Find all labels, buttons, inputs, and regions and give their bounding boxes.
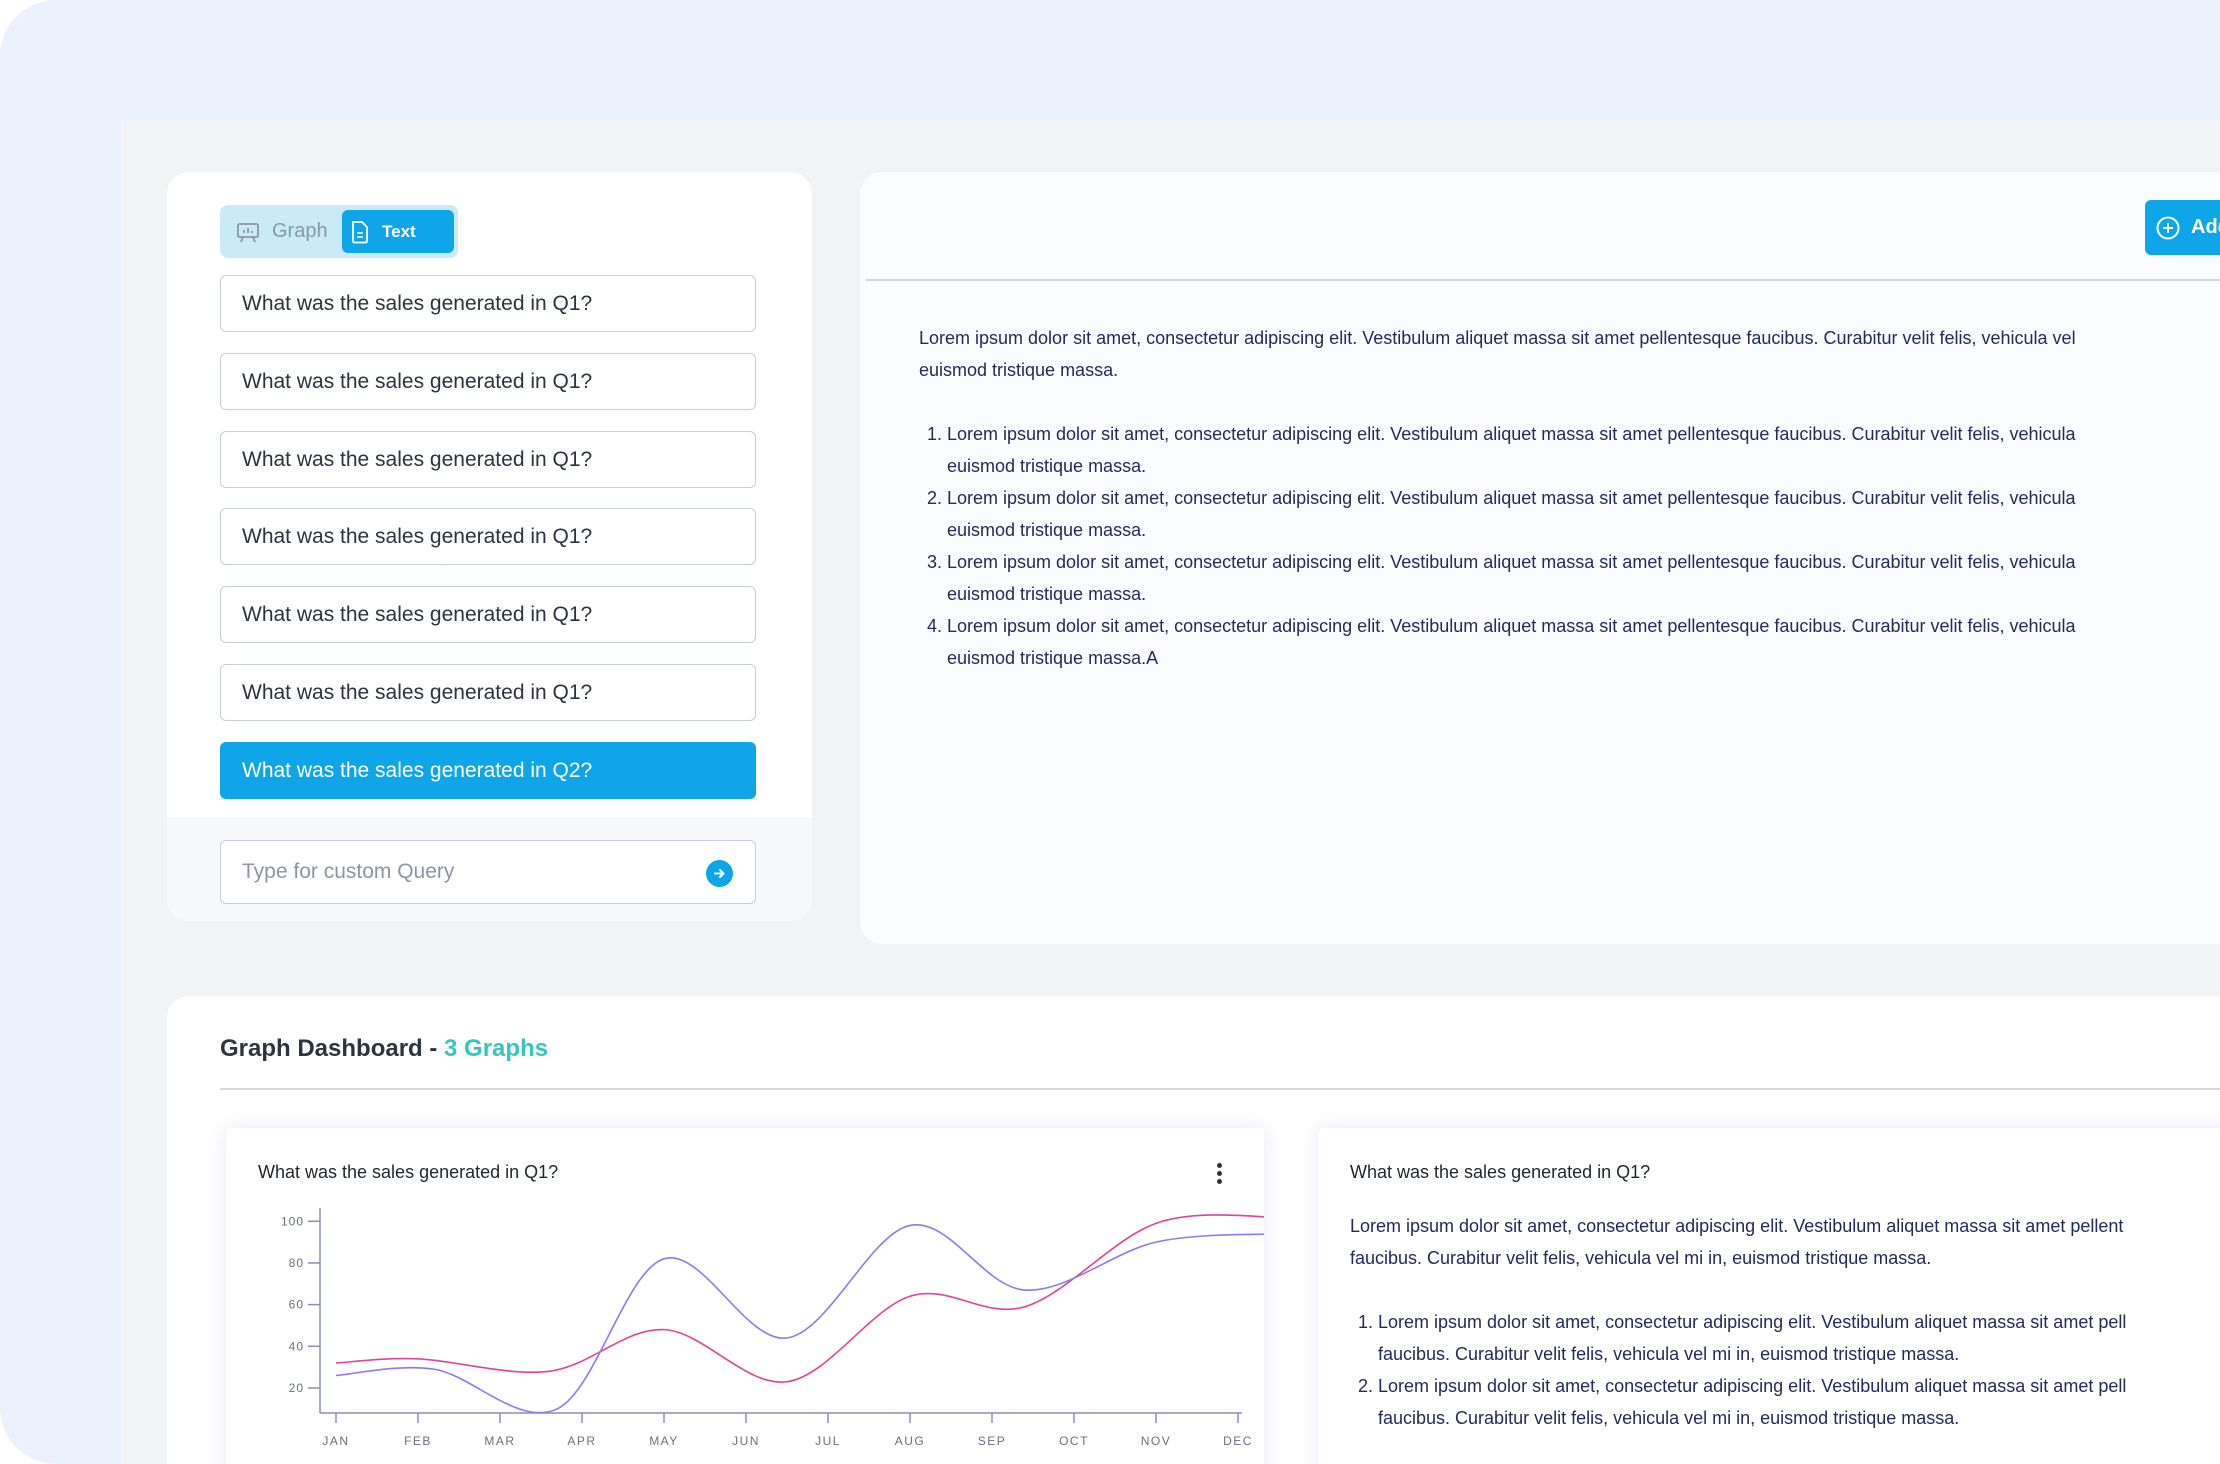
question-item[interactable]: What was the sales generated in Q1? [220, 664, 756, 721]
toggle-text-label: Text [382, 221, 416, 241]
x-tick-label: OCT [1059, 1434, 1089, 1448]
answer-list-item: Lorem ipsum dolor sit amet, consectetur … [947, 546, 2220, 610]
document-icon [352, 220, 368, 243]
line-chart: 20 40 60 80 100 JAN FEB MAR APR MAY JUN JUL AUG SEP OC… [281, 1208, 1264, 1448]
answer-list-item: Lorem ipsum dolor sit amet, consectetur … [947, 418, 2220, 482]
x-tick-label: SEP [978, 1434, 1007, 1448]
x-tick-label: MAR [484, 1434, 515, 1448]
x-tick-label: APR [567, 1434, 596, 1448]
dashboard-divider [220, 1088, 2220, 1090]
y-tick-label: 100 [281, 1214, 304, 1228]
x-tick-label: NOV [1141, 1434, 1172, 1448]
text-card-intro-line: Lorem ipsum dolor sit amet, consectetur … [1350, 1216, 2124, 1236]
answer-list-item: Lorem ipsum dolor sit amet, consectetur … [947, 610, 2220, 674]
text-card-list-item: Lorem ipsum dolor sit amet, consectetur … [1378, 1306, 2220, 1370]
header-divider [866, 279, 2220, 281]
x-tick-label: FEB [404, 1434, 432, 1448]
question-item[interactable]: What was the sales generated in Q1? [220, 275, 756, 332]
chart-card[interactable]: What was the sales generated in Q1? 20 40… [226, 1128, 1264, 1464]
x-tick-label: JUN [732, 1434, 760, 1448]
text-card-intro-line: faucibus. Curabitur velit felis, vehicul… [1350, 1248, 1932, 1268]
plus-circle-icon [2156, 216, 2180, 239]
answer-panel: Add Lorem ipsum dolor sit amet, consecte… [860, 172, 2220, 944]
x-tick-label: DEC [1223, 1434, 1253, 1448]
y-tick-label: 40 [289, 1339, 304, 1353]
graph-dashboard: Graph Dashboard - 3 Graphs What was the … [167, 996, 2220, 1464]
custom-query-input[interactable] [242, 860, 682, 884]
y-tick-label: 20 [289, 1381, 304, 1395]
text-card-body: Lorem ipsum dolor sit amet, consectetur … [1350, 1210, 2220, 1434]
dashboard-title: Graph Dashboard - 3 Graphs [220, 1035, 549, 1062]
question-item[interactable]: What was the sales generated in Q1? [220, 508, 756, 565]
more-options-icon[interactable] [1214, 1163, 1224, 1185]
query-panel: Graph Text What was the sales generated … [167, 172, 812, 921]
answer-text: Lorem ipsum dolor sit amet, consectetur … [919, 322, 2220, 674]
series-line-2 [335, 1224, 1264, 1414]
text-card-list-item: Lorem ipsum dolor sit amet, consectetur … [1378, 1370, 2220, 1434]
add-button[interactable]: Add [2145, 200, 2220, 255]
text-card-title: What was the sales generated in Q1? [1350, 1162, 1651, 1182]
text-card[interactable]: What was the sales generated in Q1? Lore… [1318, 1128, 2220, 1464]
send-query-button[interactable] [706, 860, 733, 887]
question-item[interactable]: What was the sales generated in Q1? [220, 431, 756, 488]
chart-card-title: What was the sales generated in Q1? [258, 1162, 559, 1182]
series-line-1 [335, 1214, 1264, 1383]
view-toggle: Graph Text [220, 205, 458, 258]
answer-intro-line: Lorem ipsum dolor sit amet, consectetur … [919, 328, 2076, 348]
answer-intro-line: euismod tristique massa. [919, 360, 1119, 380]
question-item[interactable]: What was the sales generated in Q1? [220, 586, 756, 643]
question-item-selected[interactable]: What was the sales generated in Q2? [220, 742, 756, 799]
x-tick-label: MAY [649, 1434, 679, 1448]
answer-list-item: Lorem ipsum dolor sit amet, consectetur … [947, 482, 2220, 546]
toggle-graph[interactable]: Graph [228, 210, 338, 253]
add-button-label: Add [2191, 216, 2220, 238]
answer-list: Lorem ipsum dolor sit amet, consectetur … [919, 418, 2220, 674]
custom-query-field [220, 840, 756, 904]
chart-icon [237, 222, 259, 242]
x-tick-label: JAN [322, 1434, 349, 1448]
question-item[interactable]: What was the sales generated in Q1? [220, 353, 756, 410]
y-tick-label: 80 [289, 1256, 304, 1270]
x-tick-label: JUL [815, 1434, 841, 1448]
graph-count: 3 Graphs [444, 1035, 549, 1062]
toggle-graph-label: Graph [272, 220, 328, 242]
y-tick-label: 60 [289, 1298, 304, 1312]
arrow-right-icon [714, 869, 725, 878]
text-card-list: Lorem ipsum dolor sit amet, consectetur … [1350, 1306, 2220, 1434]
x-tick-label: AUG [895, 1434, 926, 1448]
toggle-text[interactable]: Text [342, 210, 454, 253]
